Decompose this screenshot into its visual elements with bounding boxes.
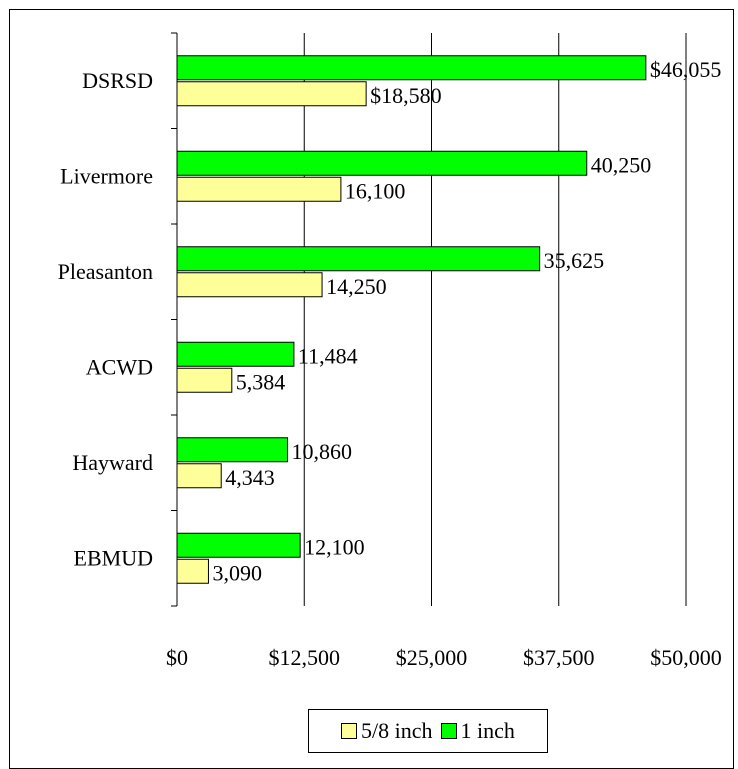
data-label: 12,100 bbox=[304, 534, 365, 559]
bar bbox=[176, 341, 295, 367]
data-label: $18,580 bbox=[370, 83, 442, 108]
x-tick-label: $12,500 bbox=[269, 645, 341, 670]
bar bbox=[176, 367, 233, 393]
bar bbox=[176, 463, 222, 489]
data-label: 11,484 bbox=[298, 343, 358, 368]
data-label: 40,250 bbox=[591, 152, 652, 177]
legend-label-5-8-inch: 5/8 inch bbox=[361, 718, 433, 743]
bar bbox=[176, 150, 588, 176]
x-tick-label: $25,000 bbox=[396, 645, 468, 670]
category-label: EBMUD bbox=[74, 545, 153, 570]
category-label: ACWD bbox=[86, 354, 153, 379]
data-label: 10,860 bbox=[292, 439, 353, 464]
legend-item-1-inch: 1 inch bbox=[440, 718, 515, 744]
bar bbox=[176, 272, 323, 298]
data-label: 16,100 bbox=[345, 178, 406, 203]
data-label: 35,625 bbox=[544, 248, 605, 273]
x-tick-label: $0 bbox=[166, 645, 188, 670]
bar bbox=[176, 437, 289, 463]
data-label: 5,384 bbox=[236, 369, 286, 394]
data-label: 4,343 bbox=[225, 465, 274, 490]
bar bbox=[176, 246, 541, 272]
category-label: Hayward bbox=[72, 450, 153, 475]
category-label: Livermore bbox=[60, 163, 153, 188]
x-tick-label: $50,000 bbox=[650, 645, 722, 670]
bar bbox=[176, 532, 301, 558]
data-label: 3,090 bbox=[212, 560, 262, 585]
data-label: 14,250 bbox=[326, 274, 387, 299]
legend-label-1-inch: 1 inch bbox=[460, 718, 515, 743]
data-label: $46,055 bbox=[650, 57, 722, 82]
bar bbox=[176, 176, 342, 202]
chart-frame bbox=[9, 9, 734, 769]
bar bbox=[176, 55, 647, 81]
category-label: Pleasanton bbox=[58, 259, 153, 284]
bar bbox=[176, 558, 209, 584]
legend: 5/8 inch 1 inch bbox=[308, 709, 548, 753]
bar bbox=[176, 81, 367, 107]
x-tick-label: $37,500 bbox=[523, 645, 595, 670]
legend-item-5-8-inch: 5/8 inch bbox=[341, 718, 433, 744]
legend-swatch-5-8-inch bbox=[341, 723, 358, 739]
legend-swatch-1-inch bbox=[440, 723, 457, 739]
category-label: DSRSD bbox=[82, 68, 153, 93]
